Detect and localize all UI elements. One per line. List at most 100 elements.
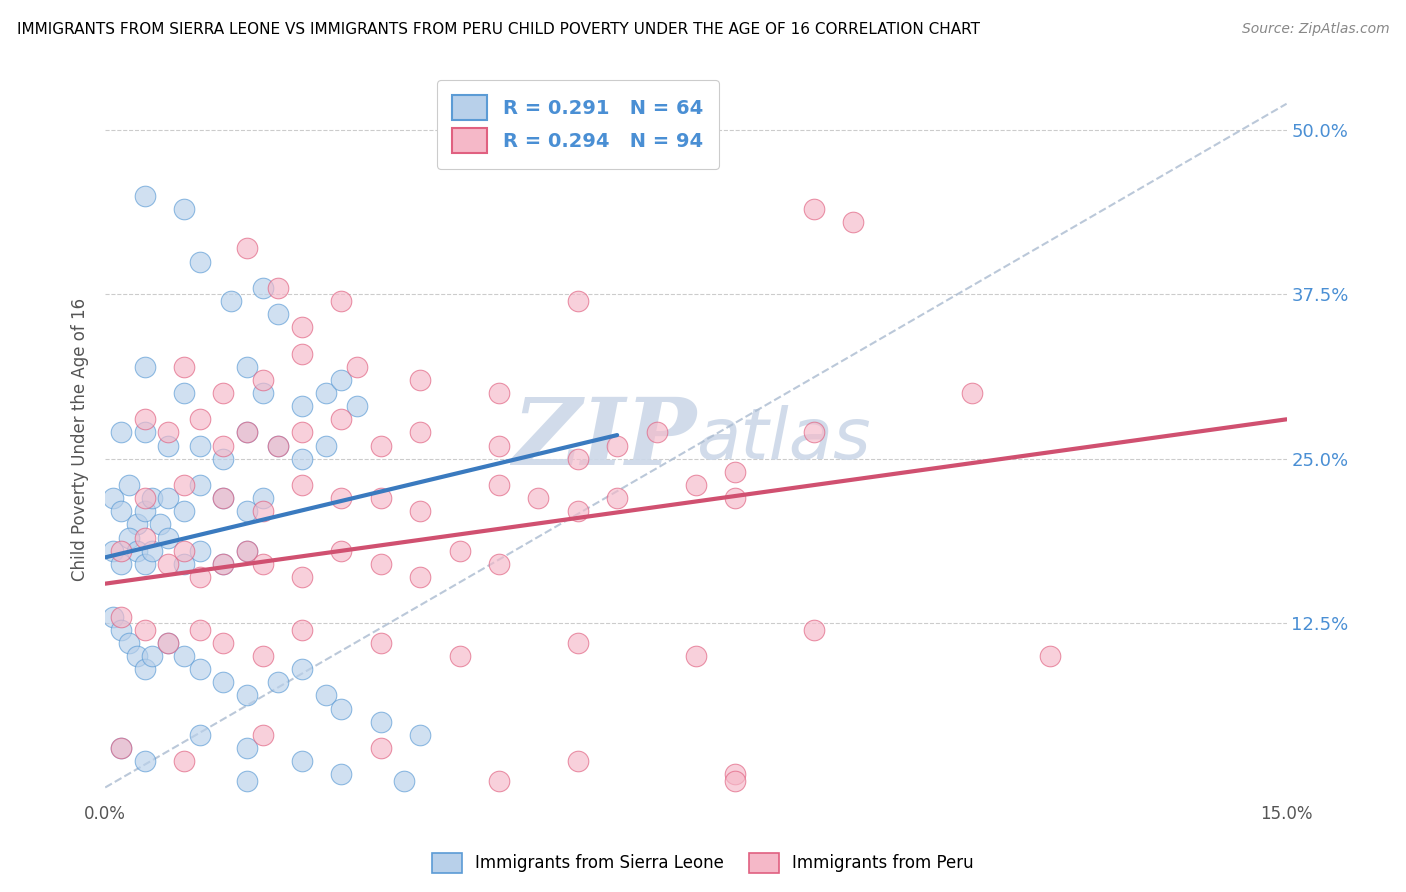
Point [173,504,195,518]
Point [125,648,148,663]
Point [134,754,156,768]
Point [236,425,259,440]
Point [212,451,235,466]
Point [188,662,211,676]
Point [370,491,392,506]
Point [291,425,314,440]
Point [252,491,274,506]
Point [134,557,156,571]
Point [118,531,141,545]
Point [267,307,290,321]
Point [252,504,274,518]
Point [346,359,368,374]
Point [188,570,211,584]
Point [645,425,668,440]
Point [346,399,368,413]
Point [330,767,353,781]
Point [134,359,156,374]
Point [212,557,235,571]
Point [724,465,747,479]
Point [236,241,259,255]
Point [488,773,510,788]
Point [188,623,211,637]
Point [149,517,172,532]
Point [252,386,274,401]
Point [370,439,392,453]
Point [488,478,510,492]
Point [173,557,195,571]
Point [685,648,707,663]
Point [236,425,259,440]
Point [212,636,235,650]
Point [252,648,274,663]
Point [110,623,132,637]
Point [236,359,259,374]
Point [330,293,353,308]
Point [188,412,211,426]
Point [291,399,314,413]
Point [236,543,259,558]
Point [110,609,132,624]
Point [188,728,211,742]
Point [370,636,392,650]
Point [236,543,259,558]
Point [110,557,132,571]
Point [118,636,141,650]
Point [252,728,274,742]
Point [134,188,156,202]
Point [236,773,259,788]
Point [157,557,180,571]
Point [110,741,132,756]
Point [724,773,747,788]
Point [157,439,180,453]
Point [330,701,353,715]
Point [252,281,274,295]
Point [188,439,211,453]
Point [157,636,180,650]
Point [118,478,141,492]
Point [252,557,274,571]
Point [449,648,471,663]
Point [724,491,747,506]
Point [141,543,163,558]
Point [157,636,180,650]
Point [409,373,432,387]
Text: Source: ZipAtlas.com: Source: ZipAtlas.com [1241,22,1389,37]
Point [803,425,825,440]
Point [212,557,235,571]
Legend: Immigrants from Sierra Leone, Immigrants from Peru: Immigrants from Sierra Leone, Immigrants… [425,847,981,880]
Point [291,478,314,492]
Point [267,675,290,690]
Point [173,543,195,558]
Point [212,439,235,453]
Point [134,662,156,676]
Point [842,215,865,229]
Point [1039,648,1062,663]
Point [125,517,148,532]
Legend: R = 0.291   N = 64, R = 0.294   N = 94: R = 0.291 N = 64, R = 0.294 N = 94 [437,80,718,169]
Point [291,451,314,466]
Point [370,557,392,571]
Point [291,320,314,334]
Point [330,373,353,387]
Point [685,478,707,492]
Point [409,570,432,584]
Point [157,425,180,440]
Point [134,531,156,545]
Point [488,386,510,401]
Point [101,543,124,558]
Point [267,281,290,295]
Point [212,491,235,506]
Point [101,609,124,624]
Point [315,386,337,401]
Point [394,773,416,788]
Point [409,504,432,518]
Point [157,491,180,506]
Point [567,451,589,466]
Text: atlas: atlas [696,405,870,474]
Point [110,543,132,558]
Point [803,202,825,216]
Point [527,491,550,506]
Point [188,543,211,558]
Point [212,386,235,401]
